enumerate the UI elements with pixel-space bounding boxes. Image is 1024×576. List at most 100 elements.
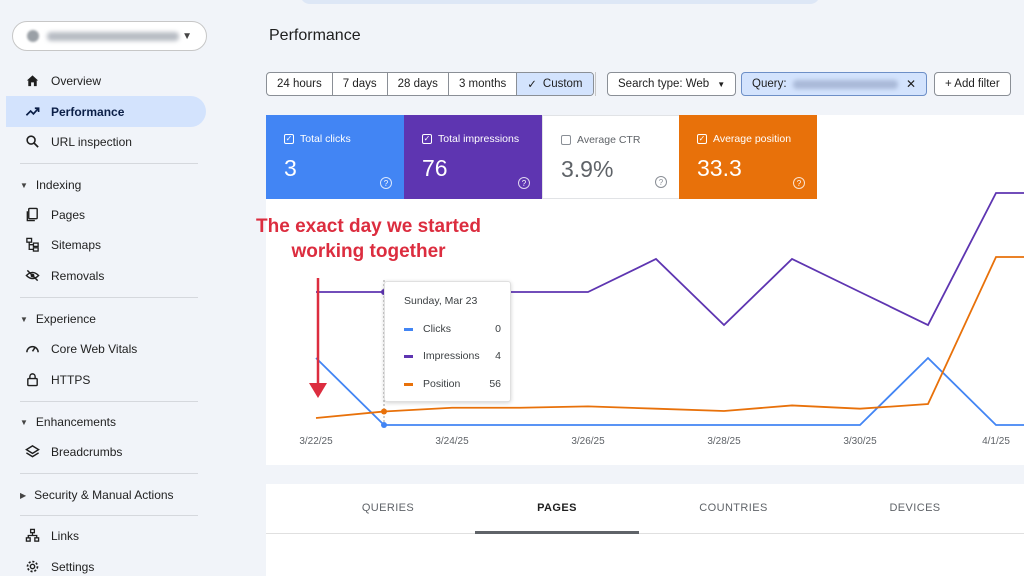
tooltip-label: Impressions (423, 350, 480, 362)
lock-icon (24, 372, 40, 388)
metric-label: Total impressions (438, 133, 520, 145)
add-filter-button[interactable]: + Add filter (934, 72, 1011, 96)
sidebar-item-core-web-vitals[interactable]: Core Web Vitals (6, 333, 206, 364)
checkbox-icon[interactable]: ✓ (284, 134, 294, 144)
search-type-label: Search type: Web (618, 78, 710, 90)
query-value-redacted (792, 79, 898, 89)
tab-devices[interactable]: DEVICES (889, 502, 941, 514)
series-swatch (404, 354, 413, 358)
sidebar-item-performance[interactable]: Performance (6, 96, 206, 127)
property-selector[interactable]: ▼ (12, 21, 207, 51)
caret-down-icon: ▼ (717, 79, 726, 89)
tooltip-row-clicks: Clicks 0 (404, 323, 501, 335)
tab-pages[interactable]: PAGES (537, 502, 577, 514)
close-icon[interactable]: ✕ (905, 77, 916, 91)
links-icon (24, 528, 40, 544)
sidebar-item-url-inspection[interactable]: URL inspection (6, 126, 206, 157)
date-range-3-months[interactable]: 3 months (449, 73, 518, 95)
metric-card-average-ctr[interactable]: Average CTR 3.9% ? (542, 115, 680, 199)
date-range-7-days[interactable]: 7 days (333, 73, 388, 95)
page-title: Performance (269, 27, 361, 44)
metric-value: 33.3 (697, 155, 742, 181)
series-line-position (315, 256, 1024, 419)
chart-tooltip: Sunday, Mar 23 Clicks 0 Impressions 4 Po… (384, 281, 511, 402)
property-name-redacted (47, 32, 179, 41)
toolbar-divider (595, 72, 596, 96)
sidebar-item-label: HTTPS (51, 372, 91, 387)
metric-value: 3 (284, 155, 297, 181)
help-icon[interactable]: ? (518, 177, 530, 189)
sidebar-section-security[interactable]: ▶ Security & Manual Actions (20, 488, 200, 502)
sidebar-item-label: Removals (51, 268, 105, 283)
tooltip-row-position: Position 56 (404, 378, 501, 390)
sidebar-divider (20, 163, 198, 164)
tooltip-row-impressions: Impressions 4 (404, 350, 501, 362)
layers-icon (24, 444, 40, 460)
annotation-line-1: The exact day we started (256, 216, 481, 237)
sidebar-item-label: URL inspection (51, 134, 132, 149)
metric-card-total-impressions[interactable]: ✓ Total impressions 76 ? (404, 115, 542, 199)
date-range-24-hours[interactable]: 24 hours (267, 73, 333, 95)
gauge-icon (24, 341, 40, 357)
caret-down-icon: ▼ (20, 417, 28, 427)
sidebar-item-settings[interactable]: Settings (6, 551, 206, 576)
query-filter[interactable]: Query: ✕ (741, 72, 927, 96)
help-icon[interactable]: ? (655, 176, 667, 188)
sidebar-item-https[interactable]: HTTPS (6, 364, 206, 395)
section-label: Indexing (35, 178, 82, 192)
sidebar-item-pages[interactable]: Pages (6, 199, 206, 230)
metric-card-average-position[interactable]: ✓ Average position 33.3 ? (679, 115, 817, 199)
sidebar-divider (20, 401, 198, 402)
tooltip-date: Sunday, Mar 23 (404, 295, 478, 307)
checkbox-icon[interactable]: ✓ (697, 134, 707, 144)
tooltip-label: Clicks (423, 323, 451, 335)
sidebar-item-label: Core Web Vitals (51, 341, 138, 356)
search-type-filter[interactable]: Search type: Web ▼ (607, 72, 737, 96)
help-icon[interactable]: ? (380, 177, 392, 189)
sidebar-section-enhancements[interactable]: ▼ Enhancements (20, 415, 200, 429)
date-range-custom[interactable]: ✓ Custom (517, 73, 593, 95)
sidebar-divider (20, 473, 198, 474)
search-bar[interactable] (300, 0, 820, 4)
property-favicon (27, 30, 39, 42)
help-icon[interactable]: ? (793, 177, 805, 189)
series-line-clicks (315, 356, 1024, 426)
x-tick-label: 3/22/25 (299, 436, 333, 447)
chevron-down-icon: ▼ (182, 31, 192, 42)
date-range-group: 24 hours 7 days 28 days 3 months ✓ Custo… (266, 72, 594, 96)
eye-off-icon (24, 268, 40, 284)
x-tick-label: 3/28/25 (707, 436, 741, 447)
caret-right-icon: ▶ (20, 490, 27, 500)
sidebar-item-removals[interactable]: Removals (6, 260, 206, 291)
checkbox-icon[interactable]: ✓ (422, 134, 432, 144)
sidebar-divider (20, 297, 198, 298)
sitemap-icon (24, 237, 40, 253)
pages-icon (24, 207, 40, 223)
date-range-28-days[interactable]: 28 days (388, 73, 449, 95)
search-icon (24, 134, 40, 150)
sidebar-item-links[interactable]: Links (6, 520, 206, 551)
hover-point-clicks (381, 422, 387, 428)
series-swatch (404, 327, 413, 331)
query-label: Query: (752, 78, 787, 90)
gear-icon (24, 559, 40, 575)
x-tick-label: 3/26/25 (571, 436, 605, 447)
sidebar-item-breadcrumbs[interactable]: Breadcrumbs (6, 436, 206, 467)
sidebar-item-sitemaps[interactable]: Sitemaps (6, 229, 206, 260)
caret-down-icon: ▼ (20, 180, 28, 190)
x-tick-label: 3/24/25 (435, 436, 469, 447)
sidebar-section-indexing[interactable]: ▼ Indexing (20, 178, 200, 192)
tabs-divider (266, 533, 1024, 534)
sidebar-item-overview[interactable]: Overview (6, 65, 206, 96)
home-icon (24, 73, 40, 89)
metric-value: 3.9% (561, 156, 614, 182)
tab-countries[interactable]: COUNTRIES (699, 502, 768, 514)
checkbox-icon[interactable] (561, 135, 571, 145)
tab-queries[interactable]: QUERIES (361, 502, 415, 514)
sidebar-section-experience[interactable]: ▼ Experience (20, 312, 200, 326)
date-range-custom-label: Custom (542, 78, 583, 90)
sidebar-item-label: Breadcrumbs (51, 444, 123, 459)
metric-label: Total clicks (300, 133, 351, 145)
metric-card-total-clicks[interactable]: ✓ Total clicks 3 ? (266, 115, 404, 199)
